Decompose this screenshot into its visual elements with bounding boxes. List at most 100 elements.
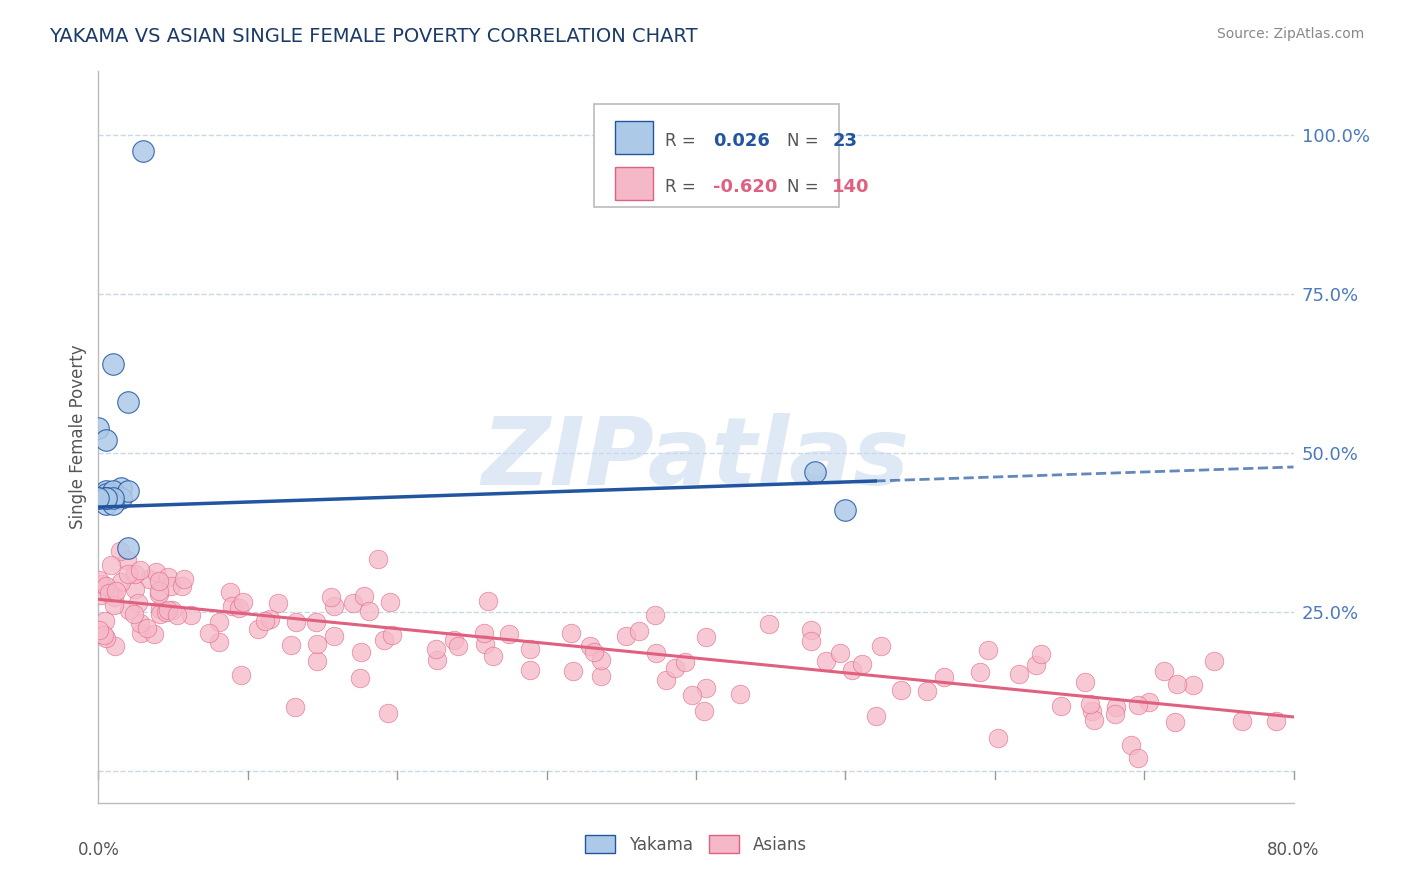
Point: [103, 357, 125, 371]
Point: [285, 615, 308, 629]
Point: [800, 624, 823, 638]
Text: 80.0%: 80.0%: [1267, 841, 1320, 859]
Point: [132, 144, 155, 158]
Point: [232, 595, 254, 609]
Point: [94, 484, 117, 499]
Point: [173, 573, 195, 587]
Point: [1166, 677, 1188, 691]
Point: [280, 638, 302, 652]
Point: [758, 617, 780, 632]
Point: [589, 652, 612, 666]
Point: [87, 491, 110, 505]
Point: [447, 639, 470, 653]
Point: [472, 626, 495, 640]
Point: [117, 566, 139, 581]
Point: [246, 622, 269, 636]
Point: [284, 699, 307, 714]
Point: [561, 664, 583, 678]
Point: [969, 665, 991, 680]
Point: [681, 688, 703, 702]
Point: [87, 491, 110, 505]
FancyBboxPatch shape: [595, 104, 839, 207]
Point: [1128, 751, 1150, 765]
Point: [103, 491, 125, 505]
Point: [124, 582, 146, 597]
Point: [156, 603, 179, 617]
Point: [1204, 654, 1226, 668]
Point: [110, 544, 132, 558]
Point: [94, 497, 117, 511]
Point: [477, 593, 499, 607]
Point: [851, 657, 873, 671]
Point: [377, 706, 399, 721]
Point: [117, 484, 139, 499]
Point: [127, 596, 149, 610]
Point: [305, 654, 328, 668]
Text: 140: 140: [832, 178, 870, 196]
Point: [673, 656, 696, 670]
Point: [103, 590, 125, 604]
Point: [1121, 738, 1143, 752]
Point: [110, 481, 132, 495]
Point: [98, 585, 121, 599]
Point: [1008, 667, 1031, 681]
Point: [87, 623, 110, 637]
Point: [94, 491, 117, 505]
Point: [155, 605, 177, 619]
Point: [870, 639, 893, 653]
FancyBboxPatch shape: [614, 167, 652, 200]
Point: [367, 552, 389, 566]
Point: [110, 574, 132, 589]
Point: [90, 588, 112, 602]
Point: [932, 670, 955, 684]
Point: [378, 595, 401, 609]
Point: [1128, 698, 1150, 712]
Point: [231, 668, 253, 682]
Point: [103, 497, 125, 511]
Point: [1104, 707, 1126, 722]
Point: [94, 579, 117, 593]
Point: [373, 633, 395, 648]
Point: [156, 570, 179, 584]
Point: [104, 584, 127, 599]
Point: [253, 614, 276, 628]
Point: [128, 563, 150, 577]
Point: [1081, 704, 1104, 718]
Point: [579, 640, 602, 654]
Point: [350, 644, 373, 658]
Text: N =: N =: [787, 178, 818, 196]
Point: [1153, 664, 1175, 678]
Point: [103, 599, 125, 613]
Point: [148, 583, 170, 598]
Point: [87, 573, 110, 587]
Point: [305, 637, 328, 651]
Point: [94, 614, 117, 628]
Point: [834, 503, 856, 517]
Text: YAKAMA VS ASIAN SINGLE FEMALE POVERTY CORRELATION CHART: YAKAMA VS ASIAN SINGLE FEMALE POVERTY CO…: [49, 27, 697, 45]
Text: 0.0%: 0.0%: [77, 841, 120, 859]
Point: [1083, 713, 1105, 727]
Point: [482, 648, 505, 663]
Point: [87, 420, 110, 434]
Point: [1078, 698, 1101, 712]
Text: N =: N =: [787, 132, 818, 150]
Point: [323, 629, 346, 643]
Point: [103, 484, 125, 499]
Point: [117, 395, 139, 409]
Point: [425, 642, 447, 657]
Point: [149, 607, 172, 622]
Point: [1074, 674, 1097, 689]
Point: [129, 625, 152, 640]
Point: [94, 631, 117, 645]
Point: [321, 591, 343, 605]
Point: [841, 663, 863, 677]
Point: [115, 553, 138, 567]
Point: [93, 628, 115, 642]
Point: [145, 565, 167, 579]
Point: [122, 607, 145, 622]
Point: [1105, 700, 1128, 714]
Point: [591, 669, 613, 683]
Point: [94, 487, 117, 501]
Point: [815, 654, 838, 668]
Point: [804, 465, 827, 479]
